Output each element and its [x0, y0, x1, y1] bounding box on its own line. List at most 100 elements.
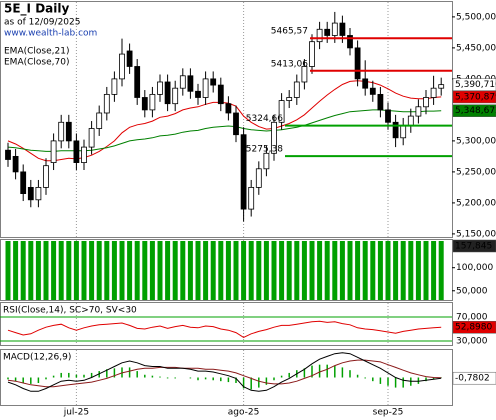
x-tick-label: ago-25 [228, 408, 260, 418]
volume-bar [89, 240, 95, 300]
panel-frame [0, 302, 453, 346]
volume-bar [339, 240, 345, 300]
volume-bar [127, 240, 133, 300]
volume-bar [20, 240, 26, 300]
volume-bar [301, 240, 307, 300]
candle-body [157, 81, 163, 95]
volume-bar [51, 240, 57, 300]
candle-body [50, 140, 57, 163]
volume-bar [172, 240, 178, 300]
volume-bar [248, 240, 254, 300]
candle-body [134, 66, 141, 98]
panel-frame [0, 1, 453, 238]
volume-bar [142, 240, 148, 300]
y-tick-label: 5,150,000 [456, 229, 496, 239]
x-tick-label: jul-25 [63, 408, 89, 418]
y-tick-label: 50,000 [456, 286, 488, 296]
candle-body [430, 87, 437, 98]
volume-bar [332, 240, 338, 300]
volume-bar [263, 240, 269, 300]
volume-bar [377, 240, 383, 300]
candle-body [362, 78, 369, 89]
candle-body [331, 22, 338, 36]
volume-bar [134, 240, 140, 300]
last-value-label: 5,390,710 [455, 80, 496, 90]
volume-bar [111, 240, 117, 300]
volume-bar [96, 240, 102, 300]
candle-body [119, 53, 125, 80]
candle-body [316, 28, 323, 43]
candle-body [43, 165, 49, 188]
volume-bar [317, 240, 323, 300]
indicator-line [7, 352, 442, 392]
candle-body [255, 168, 262, 188]
volume-bar [385, 240, 391, 300]
candle-body [225, 103, 232, 114]
candle-body [149, 93, 156, 111]
candle-body [65, 121, 72, 142]
candle-body [309, 41, 315, 67]
indicator-line [7, 359, 442, 388]
level-label: 5465,57 [271, 27, 308, 37]
volume-bar [28, 240, 34, 300]
candle-body [392, 121, 399, 139]
candle-body [172, 87, 179, 105]
volume-bar [225, 240, 231, 300]
candle-body [179, 75, 186, 89]
volume-bar [370, 240, 376, 300]
candle-body [423, 97, 429, 108]
volume-bar [81, 240, 87, 300]
candle-body [88, 128, 95, 148]
level-label: 5413,06 [271, 59, 308, 69]
candle-body [369, 87, 376, 95]
volume-bar [157, 240, 163, 300]
candle-body [210, 78, 217, 86]
indicator-line [7, 320, 442, 338]
candle-body [377, 93, 384, 111]
volume-bar [195, 240, 201, 300]
volume-bar [5, 240, 11, 300]
last-value-box [452, 239, 496, 253]
candle-body [354, 47, 361, 80]
volume-bar [233, 240, 239, 300]
candle-body [286, 97, 293, 101]
candle-body [271, 121, 277, 154]
candle-body [400, 124, 407, 139]
volume-bar [286, 240, 292, 300]
volume-bar [241, 240, 247, 300]
candle-body [339, 22, 346, 36]
last-value-box [452, 90, 496, 104]
volume-bar [73, 240, 79, 300]
candle-body [438, 84, 445, 89]
indicator-line [7, 80, 442, 162]
volume-bar [13, 240, 19, 300]
candle-body [195, 90, 201, 98]
volume-bar [438, 240, 444, 300]
volume-bar [35, 240, 41, 300]
y-tick-label: 5,500,000 [456, 12, 496, 22]
candle-body [58, 121, 65, 142]
candle-body [233, 112, 239, 136]
indicator-line [7, 109, 442, 152]
volume-bar [104, 240, 110, 300]
last-value-label: -0,7802 [455, 374, 490, 384]
candle-body [20, 171, 27, 194]
candle-body [248, 186, 255, 210]
y-tick-label: 100,000 [456, 263, 493, 273]
level-label: 5324,66 [246, 114, 283, 124]
candle-body [187, 75, 194, 92]
level-label: 5275,38 [246, 145, 283, 155]
volume-bar [58, 240, 64, 300]
y-tick-label: 5,200,000 [456, 198, 496, 208]
candle-body [5, 149, 11, 160]
last-value-label: 5,370,879 [455, 92, 496, 102]
volume-bar [408, 240, 414, 300]
candle-body [293, 81, 300, 98]
candle-body [96, 112, 103, 129]
volume-bar [294, 240, 300, 300]
y-tick-label: 5,450,000 [456, 43, 496, 53]
candle-body [111, 78, 118, 95]
volume-bar [256, 240, 262, 300]
candle-body [407, 115, 414, 126]
